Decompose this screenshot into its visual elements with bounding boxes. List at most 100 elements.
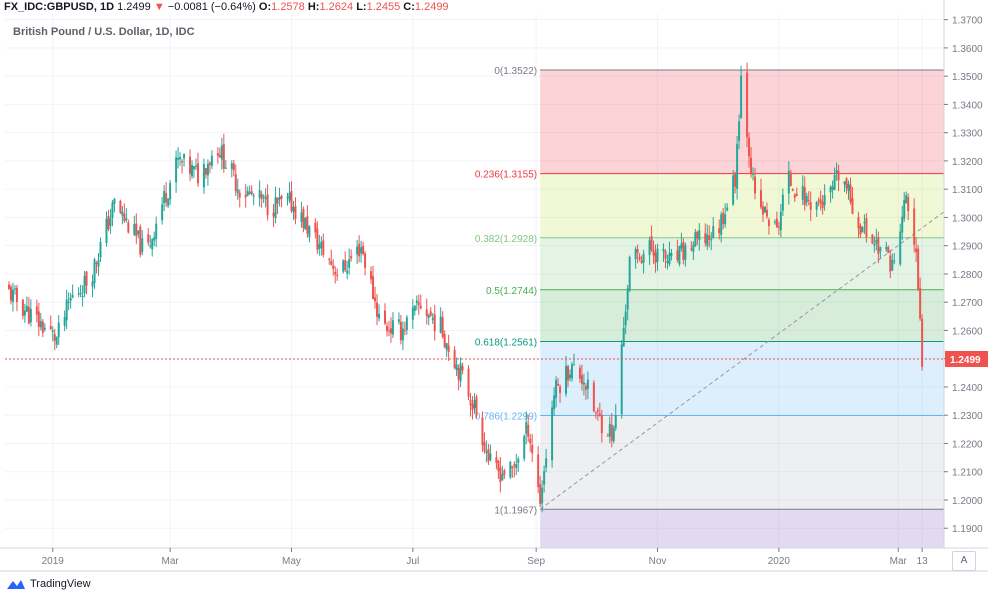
x-tick-label: 2019 [42, 556, 65, 567]
y-tick-label: 1.3000 [952, 213, 983, 224]
candle-body [238, 192, 241, 198]
candle-body [676, 250, 679, 261]
fib-level-label: 0.618(1.2561) [475, 337, 537, 348]
candle-body [614, 415, 617, 429]
candle-body [411, 307, 414, 320]
candle-body [775, 218, 778, 228]
candle-body [471, 404, 474, 411]
candle-body [666, 260, 669, 263]
x-tick-label: Jul [406, 556, 419, 567]
candle-body [308, 226, 311, 238]
candle-body [761, 206, 764, 215]
candle-body [859, 225, 862, 235]
candle-body [177, 157, 180, 160]
candle-body [378, 313, 381, 319]
candle-body [192, 166, 195, 170]
candle-body [831, 186, 834, 190]
candle-body [523, 435, 526, 459]
candle-body [149, 245, 152, 247]
candle-body [759, 190, 762, 208]
candle-body [668, 252, 671, 265]
candle-body [216, 153, 219, 156]
fib-level-label: 0.236(1.3155) [475, 170, 537, 181]
candle-body [95, 262, 98, 264]
candle-body [600, 415, 603, 434]
candle-body [13, 288, 16, 290]
candle-body [346, 270, 349, 274]
candle-body [734, 172, 737, 187]
fib-band [540, 509, 944, 548]
candle-body [582, 382, 585, 385]
candle-body [857, 216, 860, 229]
y-tick-label: 1.2700 [952, 298, 983, 309]
candle-body [704, 233, 707, 244]
candle-body [684, 245, 687, 260]
candle-body [318, 244, 321, 249]
candle-body [851, 198, 854, 214]
candle-body [636, 249, 639, 253]
candle-body [481, 417, 484, 446]
candle-body [364, 253, 367, 268]
candle-body [821, 201, 824, 209]
candle-body [191, 165, 194, 177]
candle-body [376, 302, 379, 317]
candle-body [779, 211, 782, 231]
candle-body [793, 194, 796, 198]
candle-body [539, 484, 542, 504]
candle-body [109, 218, 112, 226]
candle-body [541, 487, 544, 504]
candle-body [403, 330, 406, 332]
open-value: 1.2578 [271, 1, 305, 13]
candles-group [7, 62, 924, 513]
candle-body [584, 385, 587, 390]
y-tick-label: 1.2600 [952, 326, 983, 337]
candle-body [795, 193, 798, 196]
candle-body [204, 168, 207, 175]
candle-body [517, 458, 520, 464]
candle-body [815, 201, 818, 210]
candle-body [91, 281, 94, 287]
chart-subtitle: British Pound / U.S. Dollar, 1D, IDC [13, 26, 195, 38]
candle-body [642, 253, 645, 263]
candle-body [640, 260, 643, 263]
candle-body [107, 215, 110, 230]
candle-body [274, 197, 277, 219]
candle-body [332, 265, 335, 269]
candle-body [791, 189, 794, 191]
candle-body [712, 226, 715, 238]
x-tick-label: Sep [527, 556, 545, 567]
candle-body [622, 327, 625, 347]
candle-body [429, 311, 432, 316]
candle-body [746, 72, 749, 138]
candle-body [11, 289, 14, 302]
tradingview-brand[interactable]: TradingView [6, 578, 91, 590]
candle-body [137, 230, 140, 235]
candle-body [765, 209, 768, 217]
y-tick-label: 1.3300 [952, 129, 983, 140]
candle-body [509, 461, 512, 478]
candle-body [342, 260, 345, 272]
candle-body [387, 330, 390, 332]
candle-body [525, 422, 528, 434]
candle-body [487, 449, 490, 462]
open-label: O: [258, 1, 272, 13]
candle-body [531, 444, 534, 454]
candle-body [652, 249, 655, 256]
candle-body [236, 189, 239, 194]
candle-body [81, 296, 84, 298]
fib-band [540, 415, 944, 510]
candle-body [919, 288, 922, 319]
candle-body [49, 326, 52, 330]
candle-body [43, 327, 46, 330]
candle-body [843, 181, 846, 185]
candle-body [763, 207, 766, 213]
y-tick-label: 1.2100 [952, 468, 983, 479]
candle-body [348, 259, 351, 268]
candle-body [885, 246, 888, 250]
candle-body [336, 274, 339, 276]
candle-body [123, 213, 126, 222]
candle-body [111, 202, 114, 219]
auto-scale-button[interactable]: A [952, 551, 976, 571]
